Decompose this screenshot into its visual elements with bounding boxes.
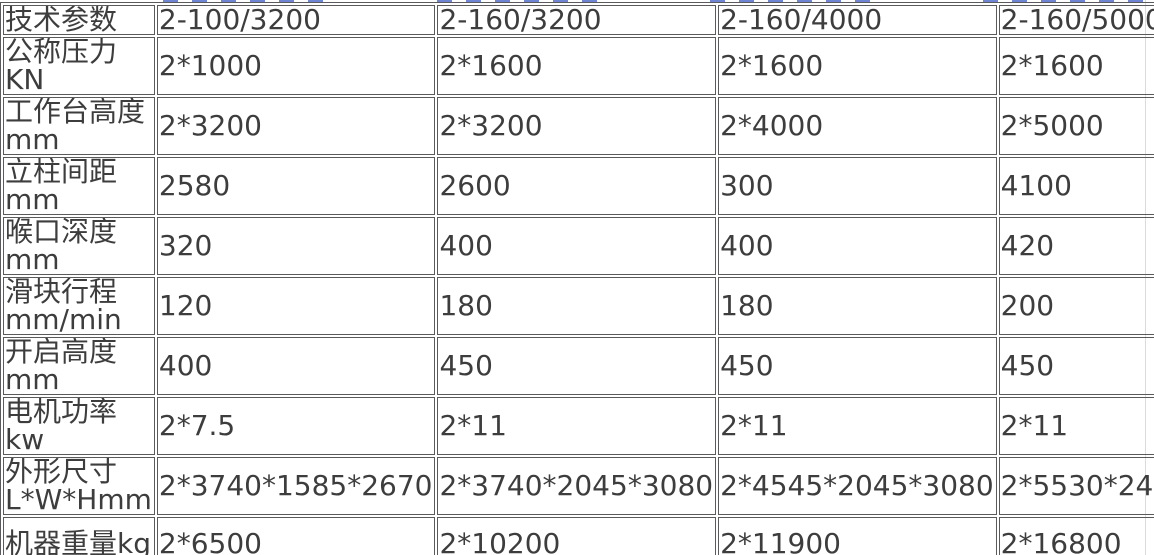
table-row: 电机功率kw 2*7.5 2*11 2*11 2*11 (3, 397, 1154, 455)
value-cell: 2*3200 (437, 97, 717, 155)
header-model-cell: 2-160/3200 (437, 5, 717, 35)
value-cell: 200 (998, 277, 1154, 335)
table-row: 外形尺寸L*W*Hmm 2*3740*1585*2670 2*3740*2045*3… (3, 457, 1154, 515)
value-cell: 180 (437, 277, 717, 335)
value-cell: 2*1600 (437, 37, 717, 95)
table-row: 滑块行程mm/min 120 180 180 200 (3, 277, 1154, 335)
value-cell: 2*1600 (998, 37, 1154, 95)
table-row: 公称压力KN 2*1000 2*1600 2*1600 2*1600 (3, 37, 1154, 95)
table-row: 机器重量kg 2*6500 2*10200 2*11900 2*16800 (3, 517, 1154, 555)
value-cell: 2*3740*1585*2670 (156, 457, 436, 515)
clipped-blue-text-artifact (983, 0, 1146, 2)
clipped-blue-text-artifact (437, 0, 601, 2)
row-label-cell: 开启高度mm (3, 337, 155, 395)
table-row: 工作台高度mm 2*3200 2*3200 2*4000 2*5000 (3, 97, 1154, 155)
value-cell: 2580 (156, 157, 436, 215)
value-cell: 2*16800 (998, 517, 1154, 555)
table-row: 立柱间距mm 2580 2600 300 4100 (3, 157, 1154, 215)
value-cell: 400 (156, 337, 436, 395)
value-cell: 180 (718, 277, 997, 335)
value-cell: 2*11 (998, 397, 1154, 455)
value-cell: 120 (156, 277, 436, 335)
header-label-cell: 技术参数 (3, 5, 155, 35)
value-cell: 2*11900 (718, 517, 997, 555)
value-cell: 2*1600 (718, 37, 997, 95)
value-cell: 2*5000 (998, 97, 1154, 155)
row-label-cell: 滑块行程mm/min (3, 277, 155, 335)
value-cell: 2*6500 (156, 517, 436, 555)
table-row: 开启高度mm 400 450 450 450 (3, 337, 1154, 395)
value-cell: 2*11 (718, 397, 997, 455)
value-cell: 420 (998, 217, 1154, 275)
row-label-cell: 外形尺寸L*W*Hmm (3, 457, 155, 515)
table-row: 喉口深度mm 320 400 400 420 (3, 217, 1154, 275)
value-cell: 2*11 (437, 397, 717, 455)
row-label-cell: 电机功率kw (3, 397, 155, 455)
value-cell: 450 (718, 337, 997, 395)
value-cell: 2*5530*2435 (998, 457, 1154, 515)
clipped-blue-text-artifact (710, 0, 873, 2)
header-model-cell: 2-160/5000 (998, 5, 1154, 35)
value-cell: 450 (437, 337, 717, 395)
value-cell: 2600 (437, 157, 717, 215)
value-cell: 2*3200 (156, 97, 436, 155)
value-cell: 400 (718, 217, 997, 275)
header-model-cell: 2-100/3200 (156, 5, 436, 35)
value-cell: 4100 (998, 157, 1154, 215)
value-cell: 2*4000 (718, 97, 997, 155)
value-cell: 320 (156, 217, 436, 275)
row-label-cell: 公称压力KN (3, 37, 155, 95)
row-label-cell: 机器重量kg (3, 517, 155, 555)
clipped-blue-text-artifact (163, 0, 331, 2)
value-cell: 2*7.5 (156, 397, 436, 455)
value-cell: 2*4545*2045*3080 (718, 457, 997, 515)
value-cell: 2*10200 (437, 517, 717, 555)
row-label-cell: 立柱间距mm (3, 157, 155, 215)
row-label-cell: 喉口深度mm (3, 217, 155, 275)
value-cell: 400 (437, 217, 717, 275)
value-cell: 450 (998, 337, 1154, 395)
header-model-cell: 2-160/4000 (718, 5, 997, 35)
row-label-cell: 工作台高度mm (3, 97, 155, 155)
value-cell: 2*3740*2045*3080 (437, 457, 717, 515)
value-cell: 300 (718, 157, 997, 215)
value-cell: 2*1000 (156, 37, 436, 95)
header-row: 技术参数 2-100/3200 2-160/3200 2-160/4000 2-160/… (3, 5, 1154, 35)
